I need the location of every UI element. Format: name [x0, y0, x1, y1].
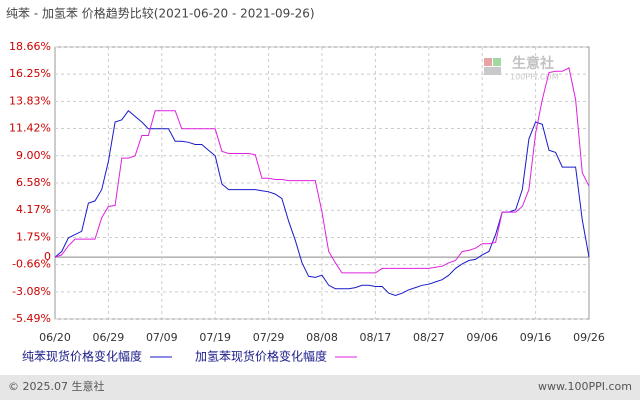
line: [54, 109, 590, 297]
y-tick-label: 11.42%: [9, 122, 51, 135]
legend-label: 加氢苯现货价格变化幅度: [195, 349, 327, 364]
y-tick-label: 13.83%: [9, 94, 51, 107]
x-tick-label: 09/06: [466, 331, 498, 344]
y-tick-label: 4.17%: [16, 203, 51, 216]
x-tick-label: 09/26: [573, 331, 605, 344]
x-tick-label: 08/17: [360, 331, 392, 344]
logo-block: [484, 58, 492, 66]
y-tick-label: 1.75%: [16, 230, 51, 243]
y-tick-label: 0: [44, 250, 51, 263]
watermark-text: 生意社: [512, 55, 554, 72]
x-tick-label: 07/09: [146, 331, 178, 344]
y-tick-label: 16.25%: [9, 67, 51, 80]
watermark: 生意社 100PPI.COM: [484, 55, 559, 82]
y-tick-label: -5.49%: [12, 312, 51, 325]
y-tick-label: -3.08%: [12, 285, 51, 298]
y-tick-label: -0.66%: [12, 258, 51, 271]
watermark-sub: 100PPI.COM: [510, 73, 559, 82]
footer-left: © 2025.07 生意社: [8, 379, 104, 393]
x-tick-label: 06/20: [39, 331, 71, 344]
x-tick-label: 06/29: [93, 331, 125, 344]
logo-block: [493, 58, 501, 66]
logo-block: [484, 67, 501, 75]
legend-label: 纯苯现货价格变化幅度: [22, 349, 142, 364]
footer-right: www.100PPI.com: [538, 380, 632, 393]
x-tick-label: 08/08: [306, 331, 338, 344]
y-tick-label: 6.58%: [16, 176, 51, 189]
x-tick-label: 09/16: [520, 331, 552, 344]
y-tick-label: 9.00%: [16, 149, 51, 162]
footer-bar: [0, 375, 640, 400]
line: [54, 67, 590, 274]
x-tick-label: 08/27: [413, 331, 445, 344]
x-tick-label: 07/29: [253, 331, 285, 344]
y-tick-label: 18.66%: [9, 40, 51, 53]
x-tick-label: 07/19: [199, 331, 231, 344]
chart-title: 纯苯 - 加氢苯 价格趋势比较(2021-06-20 - 2021-09-26): [6, 6, 315, 21]
